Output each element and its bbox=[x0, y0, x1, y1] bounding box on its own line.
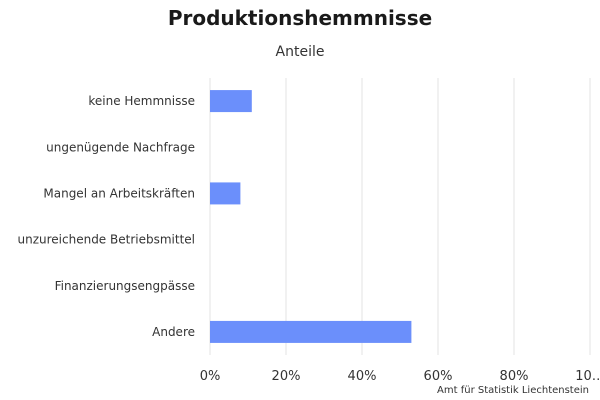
x-tick-label: 0% bbox=[200, 369, 221, 384]
x-tick-label: 40% bbox=[348, 369, 377, 384]
x-tick-label: 10… bbox=[575, 369, 600, 384]
bar bbox=[210, 320, 412, 343]
chart-title: Produktionshemmnisse bbox=[167, 6, 433, 30]
bar bbox=[210, 182, 241, 205]
category-label: Finanzierungsengpässe bbox=[55, 279, 195, 293]
x-tick-label: 60% bbox=[424, 369, 453, 384]
bar bbox=[210, 90, 252, 113]
category-label: ungenügende Nachfrage bbox=[46, 140, 195, 154]
category-label: Mangel an Arbeitskräften bbox=[43, 186, 195, 200]
chart-credit: Amt für Statistik Liechtenstein bbox=[437, 385, 589, 396]
category-label: unzureichende Betriebsmittel bbox=[18, 233, 196, 247]
category-label: keine Hemmnisse bbox=[88, 94, 195, 108]
x-tick-label: 80% bbox=[500, 369, 529, 384]
chart-subtitle: Anteile bbox=[275, 44, 325, 60]
category-label: Andere bbox=[152, 325, 195, 339]
x-tick-label: 20% bbox=[272, 369, 301, 384]
